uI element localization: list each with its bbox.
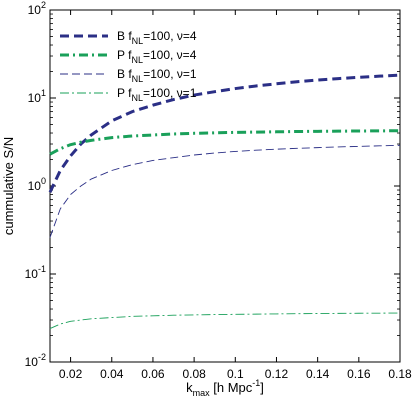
x-tick-label: 0.14 — [306, 367, 330, 381]
x-axis-label-unit-end: ] — [260, 380, 264, 395]
y-tick-label: 100 — [28, 176, 46, 193]
x-tick-label: 0.08 — [182, 367, 206, 381]
legend-label-3: B fNL=100, ν=1 — [117, 67, 197, 84]
series-group — [48, 73, 401, 329]
y-tick-label: 102 — [28, 0, 46, 17]
x-tick-label: 0.04 — [100, 367, 124, 381]
x-axis-label-unit-sup: -1 — [252, 378, 260, 388]
x-tick-label: 0.1 — [227, 367, 244, 381]
legend-label-4: P fNL=100, ν=1 — [117, 86, 197, 103]
x-tick-label: 0.16 — [347, 367, 371, 381]
x-tick-label: 0.06 — [141, 367, 165, 381]
x-tick-label: 0.02 — [59, 367, 83, 381]
series-line-3 — [49, 144, 401, 238]
x-tick-label: 0.18 — [388, 367, 412, 381]
x-axis-label: kmax [h Mpc-1] — [186, 378, 264, 398]
legend-label-2: P fNL=100, ν=4 — [117, 48, 197, 65]
axis-ticks: 0.02 0.04 0.06 0.08 0.1 0.12 0.14 0.16 0.18 10-2 1… — [25, 0, 412, 381]
series-line-4 — [49, 312, 401, 329]
y-axis-label: cummulative S/N — [1, 137, 16, 235]
x-axis-label-unit: [h Mpc — [210, 380, 253, 395]
legend: B fNL=100, ν=4 P fNL=100, ν=4 B fNL=100, ν… — [60, 29, 197, 103]
plot-frame — [49, 9, 401, 363]
y-tick-label: 101 — [28, 88, 46, 105]
series-line-2 — [49, 129, 401, 156]
x-axis-label-main: k — [186, 380, 193, 395]
y-tick-label: 10-2 — [25, 352, 46, 369]
x-axis-label-sub: max — [193, 388, 211, 398]
series-line-1 — [48, 73, 401, 193]
x-tick-label: 0.12 — [265, 367, 289, 381]
y-tick-label: 10-1 — [25, 264, 46, 281]
legend-label-1: B fNL=100, ν=4 — [117, 29, 197, 46]
